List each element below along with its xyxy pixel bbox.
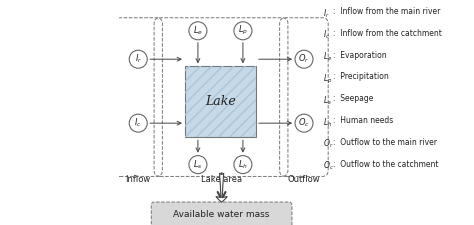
Text: Available water mass: Available water mass [173, 210, 270, 219]
Text: $L_e$: $L_e$ [323, 51, 333, 63]
Text: Inflow: Inflow [126, 175, 151, 184]
Text: :  Seepage: : Seepage [333, 94, 374, 103]
Ellipse shape [234, 156, 252, 174]
Ellipse shape [189, 22, 207, 40]
Text: $L_h$: $L_h$ [323, 116, 333, 128]
Text: :  Precipitation: : Precipitation [333, 72, 389, 81]
Text: $L_p$: $L_p$ [323, 72, 333, 86]
Text: $I_c$: $I_c$ [135, 117, 142, 129]
Ellipse shape [189, 156, 207, 174]
Text: :  Human needs: : Human needs [333, 116, 393, 125]
Text: $L_e$: $L_e$ [193, 25, 203, 37]
Text: :  Evaporation: : Evaporation [333, 51, 387, 60]
Text: $L_s$: $L_s$ [193, 158, 203, 171]
Text: $I_r$: $I_r$ [135, 53, 142, 65]
Text: Lake area: Lake area [201, 175, 242, 184]
Text: Lake: Lake [205, 95, 236, 108]
Ellipse shape [295, 114, 313, 132]
Text: $O_r$: $O_r$ [298, 53, 310, 65]
Text: $L_s$: $L_s$ [323, 94, 332, 107]
Text: $O_c$: $O_c$ [298, 117, 310, 129]
Text: :  Outflow to the catchment: : Outflow to the catchment [333, 160, 439, 169]
Text: $L_h$: $L_h$ [238, 158, 248, 171]
Text: $O_c$: $O_c$ [323, 160, 334, 172]
Text: :  Inflow from the catchment: : Inflow from the catchment [333, 29, 442, 38]
FancyBboxPatch shape [151, 202, 292, 225]
Ellipse shape [129, 114, 147, 132]
Text: :  Outflow to the main river: : Outflow to the main river [333, 138, 438, 147]
Bar [185, 66, 256, 137]
Text: $I_c$: $I_c$ [323, 29, 330, 41]
Ellipse shape [129, 50, 147, 68]
Text: $O_r$: $O_r$ [323, 138, 334, 150]
Ellipse shape [295, 50, 313, 68]
Ellipse shape [234, 22, 252, 40]
Text: $I_r$: $I_r$ [323, 7, 330, 20]
Bar [185, 66, 256, 137]
Text: :  Inflow from the main river: : Inflow from the main river [333, 7, 441, 16]
Text: $L_p$: $L_p$ [238, 24, 248, 37]
Text: Outflow: Outflow [288, 175, 320, 184]
